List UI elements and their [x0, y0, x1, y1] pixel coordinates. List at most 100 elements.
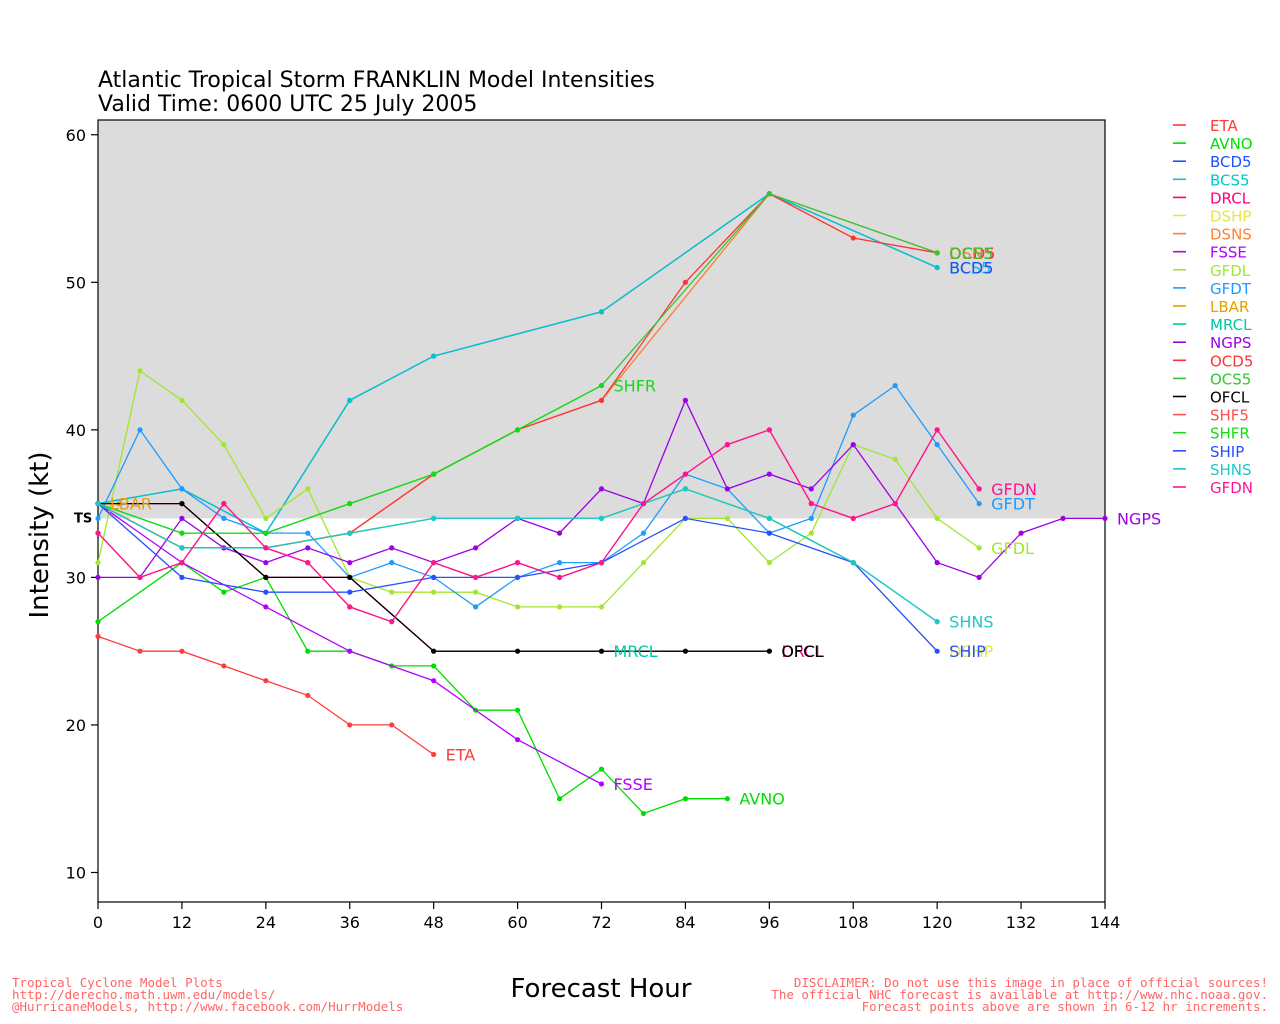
data-point — [179, 397, 185, 403]
series-line — [97, 635, 435, 756]
series-end-label: BCD5 — [949, 259, 993, 278]
data-point — [305, 692, 311, 699]
data-point — [263, 545, 269, 551]
series-end-label: BCS5 — [949, 259, 991, 278]
data-point — [347, 574, 353, 580]
x-tick-label: 12 — [172, 913, 192, 932]
data-point — [934, 619, 940, 625]
series-line — [97, 428, 980, 623]
data-point — [473, 574, 479, 580]
data-point — [934, 560, 940, 566]
data-point — [305, 545, 311, 551]
data-point — [682, 515, 689, 521]
data-point — [514, 648, 521, 654]
data-point — [389, 560, 395, 566]
data-point — [556, 604, 563, 610]
x-tick-label: 0 — [93, 913, 103, 932]
data-point — [598, 397, 605, 403]
x-tick-label: 48 — [423, 913, 443, 932]
data-point — [808, 515, 814, 521]
data-point — [137, 648, 143, 654]
data-point — [976, 486, 982, 492]
data-point — [95, 619, 101, 625]
plot-area: TS 0 12 24 36 48 60 72 84 96 108 120 132 144 10 20 30 40 5… — [66, 119, 1161, 932]
legend-label: DRCL — [1210, 189, 1251, 207]
tropical-storm-region — [98, 120, 1105, 519]
data-point — [766, 515, 772, 521]
data-point — [389, 619, 395, 625]
data-point — [347, 589, 353, 595]
legend-label: OFCL — [1210, 389, 1250, 407]
footer-credits: Tropical Cyclone Model Plots http://dere… — [12, 975, 404, 1014]
data-point — [514, 604, 521, 610]
data-point — [514, 427, 521, 433]
series-end-label: OCD5 — [949, 244, 995, 263]
series-eta — [95, 633, 437, 758]
data-point — [556, 560, 563, 566]
data-point — [640, 560, 647, 566]
data-point — [179, 530, 185, 536]
data-point — [431, 589, 437, 595]
data-point — [598, 560, 605, 566]
data-point — [892, 382, 898, 389]
data-point — [934, 250, 940, 256]
series-ofcl — [95, 501, 772, 654]
series-end-label: DSNS — [949, 244, 994, 263]
data-point — [179, 574, 185, 580]
legend-label: SHIP — [1210, 443, 1244, 461]
data-point — [640, 501, 647, 507]
data-point — [221, 442, 227, 448]
data-point — [389, 589, 395, 595]
data-point — [766, 471, 772, 477]
y-tick-label: 10 — [66, 863, 86, 882]
legend-label: MRCL — [1210, 316, 1252, 334]
data-point — [514, 560, 521, 566]
data-point — [263, 515, 269, 521]
data-point — [179, 560, 185, 566]
data-point — [263, 530, 269, 536]
data-point — [514, 707, 521, 713]
data-point — [850, 515, 856, 521]
data-point — [95, 574, 101, 580]
data-point — [431, 663, 437, 669]
data-point — [598, 309, 605, 315]
data-point — [347, 501, 353, 507]
series-gfdn — [95, 427, 982, 625]
data-point — [179, 515, 185, 521]
legend-label: OCS5 — [1210, 370, 1251, 388]
data-point — [976, 574, 982, 580]
data-point — [221, 501, 227, 507]
ts-threshold-label: TS — [74, 511, 92, 526]
series-end-label: DRCL — [781, 642, 824, 661]
data-point — [976, 501, 982, 507]
data-point — [640, 810, 647, 817]
x-tick-label: 96 — [759, 913, 779, 932]
data-point — [514, 515, 521, 521]
legend-label: AVNO — [1210, 135, 1253, 153]
y-tick-label: 30 — [66, 568, 86, 587]
data-point — [808, 486, 814, 492]
data-point — [682, 486, 689, 492]
data-point — [473, 604, 479, 610]
series-end-label: LBAR — [110, 495, 152, 514]
data-point — [766, 530, 772, 536]
x-axis-label: Forecast Hour — [511, 974, 692, 1004]
data-point — [389, 545, 395, 551]
data-point — [514, 737, 521, 743]
data-point — [431, 678, 437, 684]
data-point — [1060, 515, 1066, 521]
data-point — [347, 530, 353, 536]
data-point — [850, 442, 856, 448]
series-end-label: SHIP — [949, 642, 986, 661]
y-tick-label: 60 — [66, 126, 86, 145]
x-tick-label: 36 — [340, 913, 360, 932]
chart-subtitle: Valid Time: 0600 UTC 25 July 2005 — [98, 92, 477, 117]
data-point — [850, 412, 856, 418]
data-point — [95, 515, 101, 521]
data-point — [137, 574, 143, 580]
data-point — [934, 648, 940, 654]
data-point — [766, 560, 772, 566]
data-point — [137, 427, 143, 433]
x-tick-label: 120 — [922, 913, 953, 932]
data-point — [514, 574, 521, 580]
